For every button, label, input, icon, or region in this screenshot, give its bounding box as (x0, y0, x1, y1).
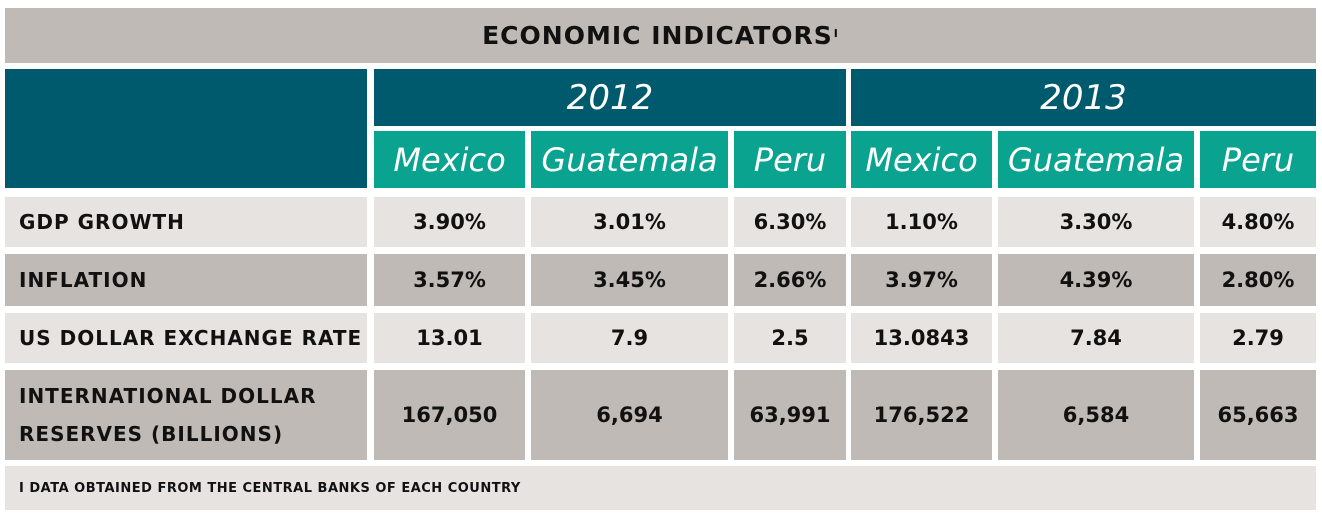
table-cell: 3.45% (531, 254, 728, 306)
title-text: ECONOMIC INDICATORS (482, 21, 833, 50)
row-label-text: GDP GROWTH (19, 210, 185, 234)
cell-value: 1.10% (885, 210, 958, 234)
year-header-2012: 2012 (374, 69, 846, 126)
cell-value: 6,694 (596, 403, 663, 427)
table-cell: 4.39% (998, 254, 1194, 306)
cell-value: 4.80% (1221, 210, 1295, 234)
year-label: 2012 (566, 77, 654, 118)
country-header: Mexico (374, 131, 525, 188)
table-cell: 7.84 (998, 313, 1194, 363)
table-cell: 2.79 (1200, 313, 1316, 363)
country-header: Mexico (851, 131, 992, 188)
row-label-text: INTERNATIONAL DOLLAR RESERVES (BILLIONS) (19, 384, 317, 446)
cell-value: 3.90% (413, 210, 486, 234)
year-header-2013: 2013 (851, 69, 1316, 126)
country-header: Guatemala (998, 131, 1194, 188)
country-header: Guatemala (531, 131, 728, 188)
title-footnote-mark: I (833, 27, 839, 40)
row-label-exchange-rate: US DOLLAR EXCHANGE RATE (5, 313, 367, 363)
cell-value: 6.30% (753, 210, 827, 234)
cell-value: 176,522 (873, 403, 970, 427)
row-label-inflation: INFLATION (5, 254, 367, 306)
country-header: Peru (1200, 131, 1316, 188)
cell-value: 4.39% (1059, 268, 1133, 292)
country-label: Mexico (393, 140, 506, 179)
cell-value: 13.01 (416, 326, 483, 350)
cell-value: 7.84 (1070, 326, 1122, 350)
country-label: Guatemala (541, 140, 718, 179)
footnote: I DATA OBTAINED FROM THE CENTRAL BANKS O… (5, 466, 1316, 510)
table-cell: 6,584 (998, 370, 1194, 460)
table-cell: 6.30% (734, 197, 846, 247)
cell-value: 3.45% (593, 268, 666, 292)
table-cell: 167,050 (374, 370, 525, 460)
table-cell: 3.01% (531, 197, 728, 247)
year-label: 2013 (1040, 77, 1127, 118)
table-cell: 3.90% (374, 197, 525, 247)
cell-value: 2.5 (771, 326, 809, 350)
table-cell: 1.10% (851, 197, 992, 247)
country-header: Peru (734, 131, 846, 188)
table-cell: 2.80% (1200, 254, 1316, 306)
footnote-text: I DATA OBTAINED FROM THE CENTRAL BANKS O… (19, 480, 521, 496)
cell-value: 2.66% (753, 268, 827, 292)
row-label-text: US DOLLAR EXCHANGE RATE (19, 326, 363, 350)
row-label-international-reserves: INTERNATIONAL DOLLAR RESERVES (BILLIONS) (5, 370, 367, 460)
table-cell: 2.66% (734, 254, 846, 306)
table-cell: 3.30% (998, 197, 1194, 247)
cell-value: 3.01% (593, 210, 666, 234)
cell-value: 167,050 (401, 403, 498, 427)
cell-value: 6,584 (1062, 403, 1130, 427)
table-cell: 13.01 (374, 313, 525, 363)
table-cell: 7.9 (531, 313, 728, 363)
cell-value: 13.0843 (873, 326, 970, 350)
table-cell: 176,522 (851, 370, 992, 460)
row-label-gdp-growth: GDP GROWTH (5, 197, 367, 247)
table-cell: 2.5 (734, 313, 846, 363)
table-cell: 6,694 (531, 370, 728, 460)
row-label-text: INFLATION (19, 268, 148, 292)
country-label: Guatemala (1007, 140, 1185, 179)
header-corner (5, 69, 367, 188)
cell-value: 3.30% (1059, 210, 1133, 234)
cell-value: 3.97% (885, 268, 958, 292)
country-label: Peru (753, 140, 827, 179)
cell-value: 2.80% (1221, 268, 1295, 292)
cell-value: 7.9 (610, 326, 649, 350)
table-cell: 63,991 (734, 370, 846, 460)
table-title: ECONOMIC INDICATORS I (5, 8, 1316, 63)
table-cell: 65,663 (1200, 370, 1316, 460)
table-cell: 3.97% (851, 254, 992, 306)
cell-value: 3.57% (413, 268, 486, 292)
table-cell: 3.57% (374, 254, 525, 306)
country-label: Mexico (865, 140, 978, 179)
cell-value: 65,663 (1217, 403, 1299, 427)
country-label: Peru (1221, 140, 1295, 179)
cell-value: 2.79 (1232, 326, 1284, 350)
table-cell: 13.0843 (851, 313, 992, 363)
table-cell: 4.80% (1200, 197, 1316, 247)
cell-value: 63,991 (749, 403, 831, 427)
